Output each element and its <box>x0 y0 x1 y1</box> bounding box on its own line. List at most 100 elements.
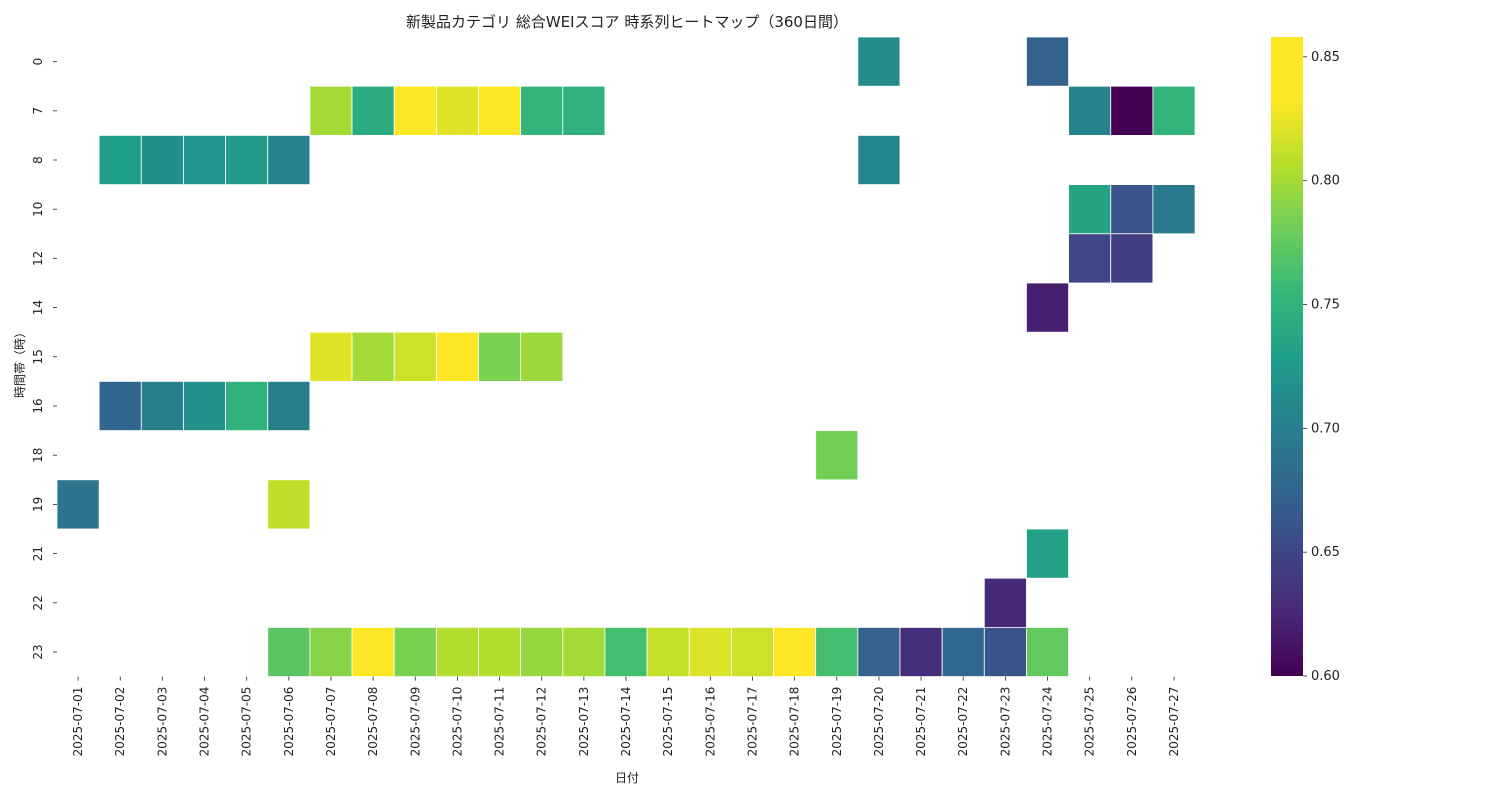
heatmap-cell <box>225 380 269 431</box>
x-tick-label: 2025-07-20 <box>872 687 886 757</box>
x-tick-label: 2025-07-21 <box>914 687 928 757</box>
colorbar-tick-label: 0.75 <box>1311 297 1340 312</box>
heatmap-cell <box>1152 184 1196 235</box>
x-tick-label: 2025-07-01 <box>71 687 85 757</box>
heatmap-cell <box>1026 627 1069 678</box>
heatmap-cell <box>731 627 774 678</box>
heatmap-cell <box>140 134 184 185</box>
heatmap-cell <box>1026 36 1069 87</box>
x-tick-label: 2025-07-15 <box>661 687 675 757</box>
heatmap-cell <box>478 627 522 678</box>
heatmap-cell <box>646 627 690 678</box>
heatmap-cell <box>309 85 353 136</box>
heatmap-cell <box>857 134 901 185</box>
x-tick-label: 2025-07-22 <box>956 687 970 757</box>
heatmap-cell <box>1110 184 1154 235</box>
heatmap-cell <box>98 380 142 431</box>
x-tick-label: 2025-07-02 <box>113 687 127 757</box>
heatmap-cell <box>562 85 606 136</box>
heatmap-cell <box>351 627 395 678</box>
colorbar-tick-label: 0.70 <box>1311 421 1340 436</box>
heatmap-cell <box>1152 85 1196 136</box>
heatmap-cell <box>520 85 564 136</box>
heatmap-cell <box>1068 184 1112 235</box>
y-tick-label: 18 <box>31 448 45 463</box>
heatmap-cell <box>1068 85 1112 136</box>
y-axis-label: 時間帯（時） <box>13 326 27 398</box>
y-axis-ticks: 0 7 8 10 12 14 15 16 18 19 21 22 23 <box>31 58 57 660</box>
heatmap-cell <box>1068 233 1112 284</box>
heatmap-cell <box>393 85 437 136</box>
heatmap-cell <box>309 331 353 382</box>
colorbar-tick-label: 0.65 <box>1311 545 1340 560</box>
x-tick-label: 2025-07-23 <box>998 687 1012 757</box>
heatmap-cell <box>435 85 479 136</box>
heatmap-cell <box>393 627 437 678</box>
heatmap-cell <box>773 627 817 678</box>
x-tick-label: 2025-07-12 <box>535 687 549 757</box>
y-tick-label: 15 <box>31 349 45 364</box>
heatmap-cell <box>688 627 732 678</box>
x-tick-label: 2025-07-11 <box>493 687 507 757</box>
y-tick-label: 14 <box>31 300 45 315</box>
x-tick-label: 2025-07-17 <box>745 687 759 757</box>
heatmap-cell <box>393 331 437 382</box>
x-tick-label: 2025-07-03 <box>155 687 169 757</box>
x-tick-label: 2025-07-26 <box>1125 687 1139 757</box>
heatmap-cell <box>435 627 479 678</box>
x-tick-label: 2025-07-08 <box>366 687 380 757</box>
y-tick-label: 8 <box>31 156 45 164</box>
heatmap-cell <box>815 627 859 678</box>
colorbar-tick-label: 0.85 <box>1311 50 1340 65</box>
x-tick-label: 2025-07-13 <box>577 687 591 757</box>
heatmap-cell <box>267 479 311 530</box>
x-axis-label: 日付 <box>615 771 639 785</box>
x-tick-label: 2025-07-09 <box>408 687 422 757</box>
y-tick-label: 12 <box>31 251 45 266</box>
y-tick-label: 21 <box>31 546 45 561</box>
heatmap-cell <box>1110 85 1154 136</box>
y-tick-label: 10 <box>31 202 45 217</box>
x-tick-label: 2025-07-16 <box>703 687 717 757</box>
heatmap-cell <box>983 577 1027 628</box>
heatmap-cell <box>309 627 353 678</box>
heatmap-cell <box>183 134 226 185</box>
heatmap-cell <box>351 331 395 382</box>
heatmap-cell <box>857 627 901 678</box>
x-tick-label: 2025-07-14 <box>619 687 633 757</box>
heatmap-cell <box>183 380 226 431</box>
heatmap-cell <box>520 627 564 678</box>
colorbar-tick-label: 0.80 <box>1311 174 1340 189</box>
heatmap-cell <box>56 479 100 530</box>
heatmap-cell <box>815 430 859 481</box>
heatmap-cell <box>899 627 943 678</box>
x-tick-label: 2025-07-10 <box>450 687 464 757</box>
y-tick-label: 19 <box>31 497 45 512</box>
x-tick-label: 2025-07-05 <box>240 687 254 757</box>
heatmap-cell <box>1110 233 1154 284</box>
heatmap-cells <box>56 36 1196 678</box>
heatmap-cell <box>857 36 901 87</box>
x-tick-label: 2025-07-04 <box>198 687 212 757</box>
x-tick-label: 2025-07-27 <box>1167 687 1181 757</box>
heatmap-cell <box>435 331 479 382</box>
heatmap-cell <box>1026 528 1069 579</box>
colorbar-tick-label: 0.60 <box>1311 669 1340 684</box>
x-tick-label: 2025-07-25 <box>1083 687 1097 757</box>
y-tick-label: 7 <box>31 107 45 115</box>
heatmap-cell <box>140 380 184 431</box>
chart-title: 新製品カテゴリ 総合WEIスコア 時系列ヒートマップ（360日間） <box>406 13 848 31</box>
heatmap-cell <box>983 627 1027 678</box>
x-tick-label: 2025-07-19 <box>830 687 844 757</box>
y-tick-label: 16 <box>31 398 45 413</box>
heatmap-cell <box>478 331 522 382</box>
heatmap-cell <box>267 134 311 185</box>
heatmap-cell <box>604 627 648 678</box>
colorbar-gradient <box>1271 37 1303 676</box>
colorbar-ticks: 0.60 0.65 0.70 0.75 0.80 0.85 <box>1303 50 1340 684</box>
y-tick-label: 0 <box>31 58 45 66</box>
heatmap-cell <box>520 331 564 382</box>
heatmap-cell <box>941 627 985 678</box>
